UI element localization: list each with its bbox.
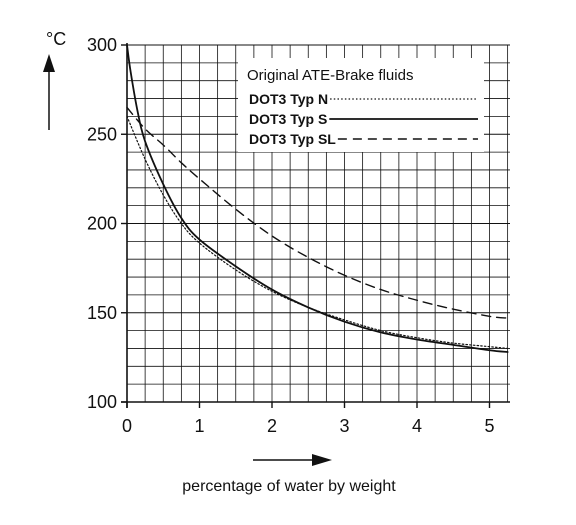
x-axis-arrow-icon (253, 454, 332, 466)
series-lines (126, 44, 509, 353)
y-axis-arrow-icon (43, 54, 55, 130)
x-axis-label: percentage of water by weight (182, 478, 396, 495)
series-line-dot3-typ-sl (126, 106, 509, 319)
y-axis-label: °C (46, 29, 66, 49)
x-tick-label: 1 (194, 416, 204, 436)
y-tick-label: 250 (87, 124, 117, 144)
x-tick-label: 3 (339, 416, 349, 436)
y-tick-label: 100 (87, 392, 117, 412)
series-line-dot3-typ-s (126, 44, 509, 353)
legend-label: DOT3 Typ SL (249, 131, 336, 147)
series-line-dot3-typ-n (126, 115, 509, 350)
y-tick-label: 200 (87, 214, 117, 234)
legend-background (238, 58, 484, 152)
x-axis-ticks: 0 1 2 3 4 5 (122, 402, 495, 436)
x-tick-label: 4 (412, 416, 422, 436)
y-axis-ticks: 100 150 200 250 300 (87, 35, 127, 412)
legend-title: Original ATE-Brake fluids (247, 67, 413, 84)
y-tick-label: 150 (87, 303, 117, 323)
x-tick-label: 2 (267, 416, 277, 436)
x-tick-label: 5 (484, 416, 494, 436)
y-tick-label: 300 (87, 35, 117, 55)
x-tick-label: 0 (122, 416, 132, 436)
legend-label: DOT3 Typ N (249, 91, 328, 107)
legend-label: DOT3 Typ S (249, 111, 327, 127)
axes (121, 43, 510, 408)
legend: Original ATE-Brake fluids DOT3 Typ N DOT3… (238, 58, 484, 152)
